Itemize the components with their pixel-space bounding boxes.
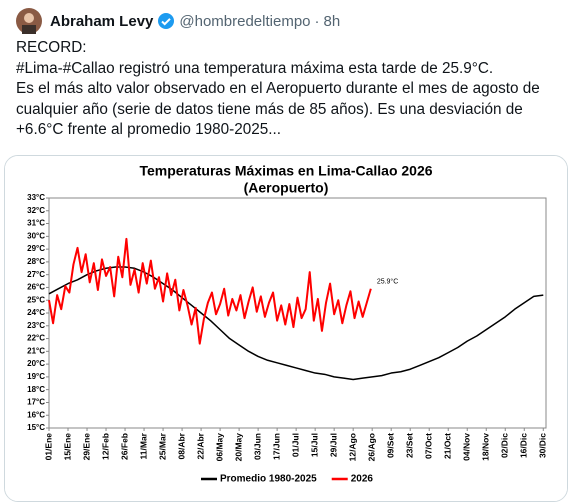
x-tick-label: 12/Feb bbox=[100, 433, 110, 460]
x-tick-label: 29/Jul bbox=[328, 433, 338, 457]
x-tick-label: 23/Set bbox=[404, 433, 414, 458]
x-tick-label: 30/Dic bbox=[538, 433, 548, 458]
x-tick-label: 04/Nov bbox=[461, 433, 471, 461]
legend-label: Promedio 1980-2025 bbox=[220, 474, 317, 485]
x-tick-label: 12/Ago bbox=[347, 433, 357, 461]
x-tick-label: 15/Jul bbox=[309, 433, 319, 457]
y-tick-label: 23°C bbox=[27, 321, 45, 330]
y-tick-label: 24°C bbox=[27, 308, 45, 317]
x-tick-label: 02/Dic bbox=[500, 433, 510, 458]
x-tick-label: 06/May bbox=[214, 433, 224, 462]
text-line: cualquier año (serie de datos tiene más … bbox=[16, 100, 523, 118]
y-tick-label: 32°C bbox=[27, 206, 45, 215]
y-tick-label: 28°C bbox=[27, 257, 45, 266]
handle[interactable]: @hombredeltiempo bbox=[179, 12, 311, 30]
x-tick-label: 21/Oct bbox=[442, 433, 452, 459]
y-tick-label: 20°C bbox=[27, 359, 45, 368]
annotation: 25.9°C bbox=[377, 278, 398, 286]
chart-bg bbox=[5, 156, 567, 501]
y-tick-label: 17°C bbox=[27, 398, 45, 407]
x-tick-label: 18/Nov bbox=[481, 433, 491, 461]
x-tick-label: 26/Ago bbox=[366, 433, 376, 461]
y-tick-label: 16°C bbox=[27, 410, 45, 419]
y-tick-label: 30°C bbox=[27, 231, 45, 240]
timestamp[interactable]: 8h bbox=[323, 12, 341, 30]
avatar[interactable] bbox=[16, 8, 42, 34]
y-tick-label: 26°C bbox=[27, 283, 45, 292]
x-tick-label: 03/Jun bbox=[252, 433, 262, 460]
y-tick-label: 31°C bbox=[27, 219, 45, 228]
x-tick-label: 08/Abr bbox=[176, 432, 186, 459]
y-tick-label: 18°C bbox=[27, 385, 45, 394]
y-tick-label: 21°C bbox=[27, 346, 45, 355]
x-tick-label: 11/Mar bbox=[138, 432, 148, 459]
verified-badge bbox=[158, 13, 175, 29]
x-tick-label: 09/Set bbox=[385, 433, 395, 458]
x-tick-label: 16/Dic bbox=[519, 433, 529, 458]
text-line: #Lima-#Callao registró una temperatura m… bbox=[16, 59, 494, 77]
text-line: Es el más alto valor observado en el Aer… bbox=[16, 80, 540, 97]
x-tick-label: 29/Ene bbox=[81, 433, 91, 461]
x-tick-label: 01/Jul bbox=[290, 433, 300, 457]
text-line: RECORD: bbox=[16, 39, 87, 56]
y-tick-label: 15°C bbox=[27, 423, 45, 432]
x-tick-label: 01/Ene bbox=[43, 433, 53, 461]
chart: Temperaturas Máximas en Lima-Callao 2026… bbox=[5, 156, 567, 501]
text-line: +6.6°C frente al promedio 1980-2025... bbox=[16, 121, 282, 138]
tweet-text: RECORD: #Lima-#Callao registró una temper… bbox=[16, 38, 540, 141]
chart-subtitle: (Aeropuerto) bbox=[244, 180, 329, 196]
y-tick-label: 27°C bbox=[27, 270, 45, 279]
x-tick-label: 15/Ene bbox=[62, 433, 72, 461]
y-tick-label: 22°C bbox=[27, 334, 45, 343]
x-tick-label: 22/Abr bbox=[195, 432, 205, 459]
legend-label: 2026 bbox=[351, 474, 374, 485]
author-name[interactable]: Abraham Levy bbox=[50, 12, 154, 30]
y-tick-label: 29°C bbox=[27, 244, 45, 253]
tweet-header: Abraham Levy @hombredeltiempo · 8h bbox=[16, 8, 340, 34]
series-line bbox=[48, 266, 544, 381]
y-tick-label: 25°C bbox=[27, 295, 45, 304]
x-tick-label: 25/Mar bbox=[157, 432, 167, 460]
media[interactable]: Temperaturas Máximas en Lima-Callao 2026… bbox=[4, 155, 568, 502]
x-tick-label: 20/May bbox=[233, 433, 243, 462]
x-tick-label: 07/Oct bbox=[423, 433, 433, 459]
chart-title: Temperaturas Máximas en Lima-Callao 2026 bbox=[139, 163, 432, 179]
y-tick-label: 33°C bbox=[27, 193, 45, 202]
y-tick-label: 19°C bbox=[27, 372, 45, 381]
x-tick-label: 17/Jun bbox=[271, 433, 281, 460]
series-line bbox=[48, 237, 372, 345]
x-tick-label: 26/Feb bbox=[119, 433, 129, 460]
separator: · bbox=[314, 12, 320, 30]
